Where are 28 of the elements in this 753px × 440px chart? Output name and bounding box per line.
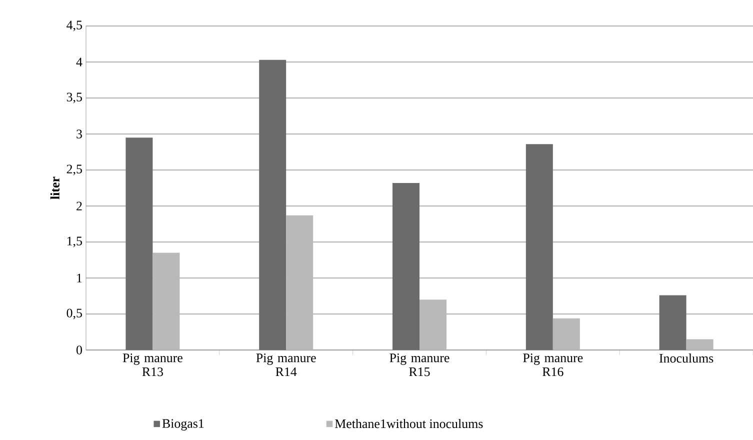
y-tick-label: 0 [76,346,82,354]
bar [392,182,420,350]
bar [152,252,180,350]
bar [259,60,286,350]
x-tick-label: Pig manure R15 [390,354,450,376]
y-tick-label: 3,5 [66,92,82,104]
bar [552,318,580,350]
y-tick-label: 1,5 [67,236,82,248]
bar [126,138,153,350]
legend-label: Methane1without inoculums [335,418,483,428]
y-tick-label: 4,5 [66,20,82,32]
x-tick-label: Inoculums [659,354,714,363]
bar [659,295,686,350]
legend-label: Biogas1 [162,419,204,431]
bar [420,300,446,350]
y-axis-title: liter [50,176,60,200]
y-tick-label: 2,5 [66,164,82,176]
bar [286,215,314,350]
x-tick-label: Pig manure R14 [256,354,316,376]
x-tick-label: Pig manure R13 [122,354,182,376]
y-tick-label: 3 [76,130,82,138]
bar [686,339,714,350]
x-tick-label: Pig manure R16 [523,354,583,376]
y-tick-label: 4 [76,58,82,66]
y-tick-label: 2 [76,202,82,210]
y-tick-label: 1 [77,274,82,282]
y-tick-label: 0,5 [66,308,82,320]
bar [526,144,553,350]
